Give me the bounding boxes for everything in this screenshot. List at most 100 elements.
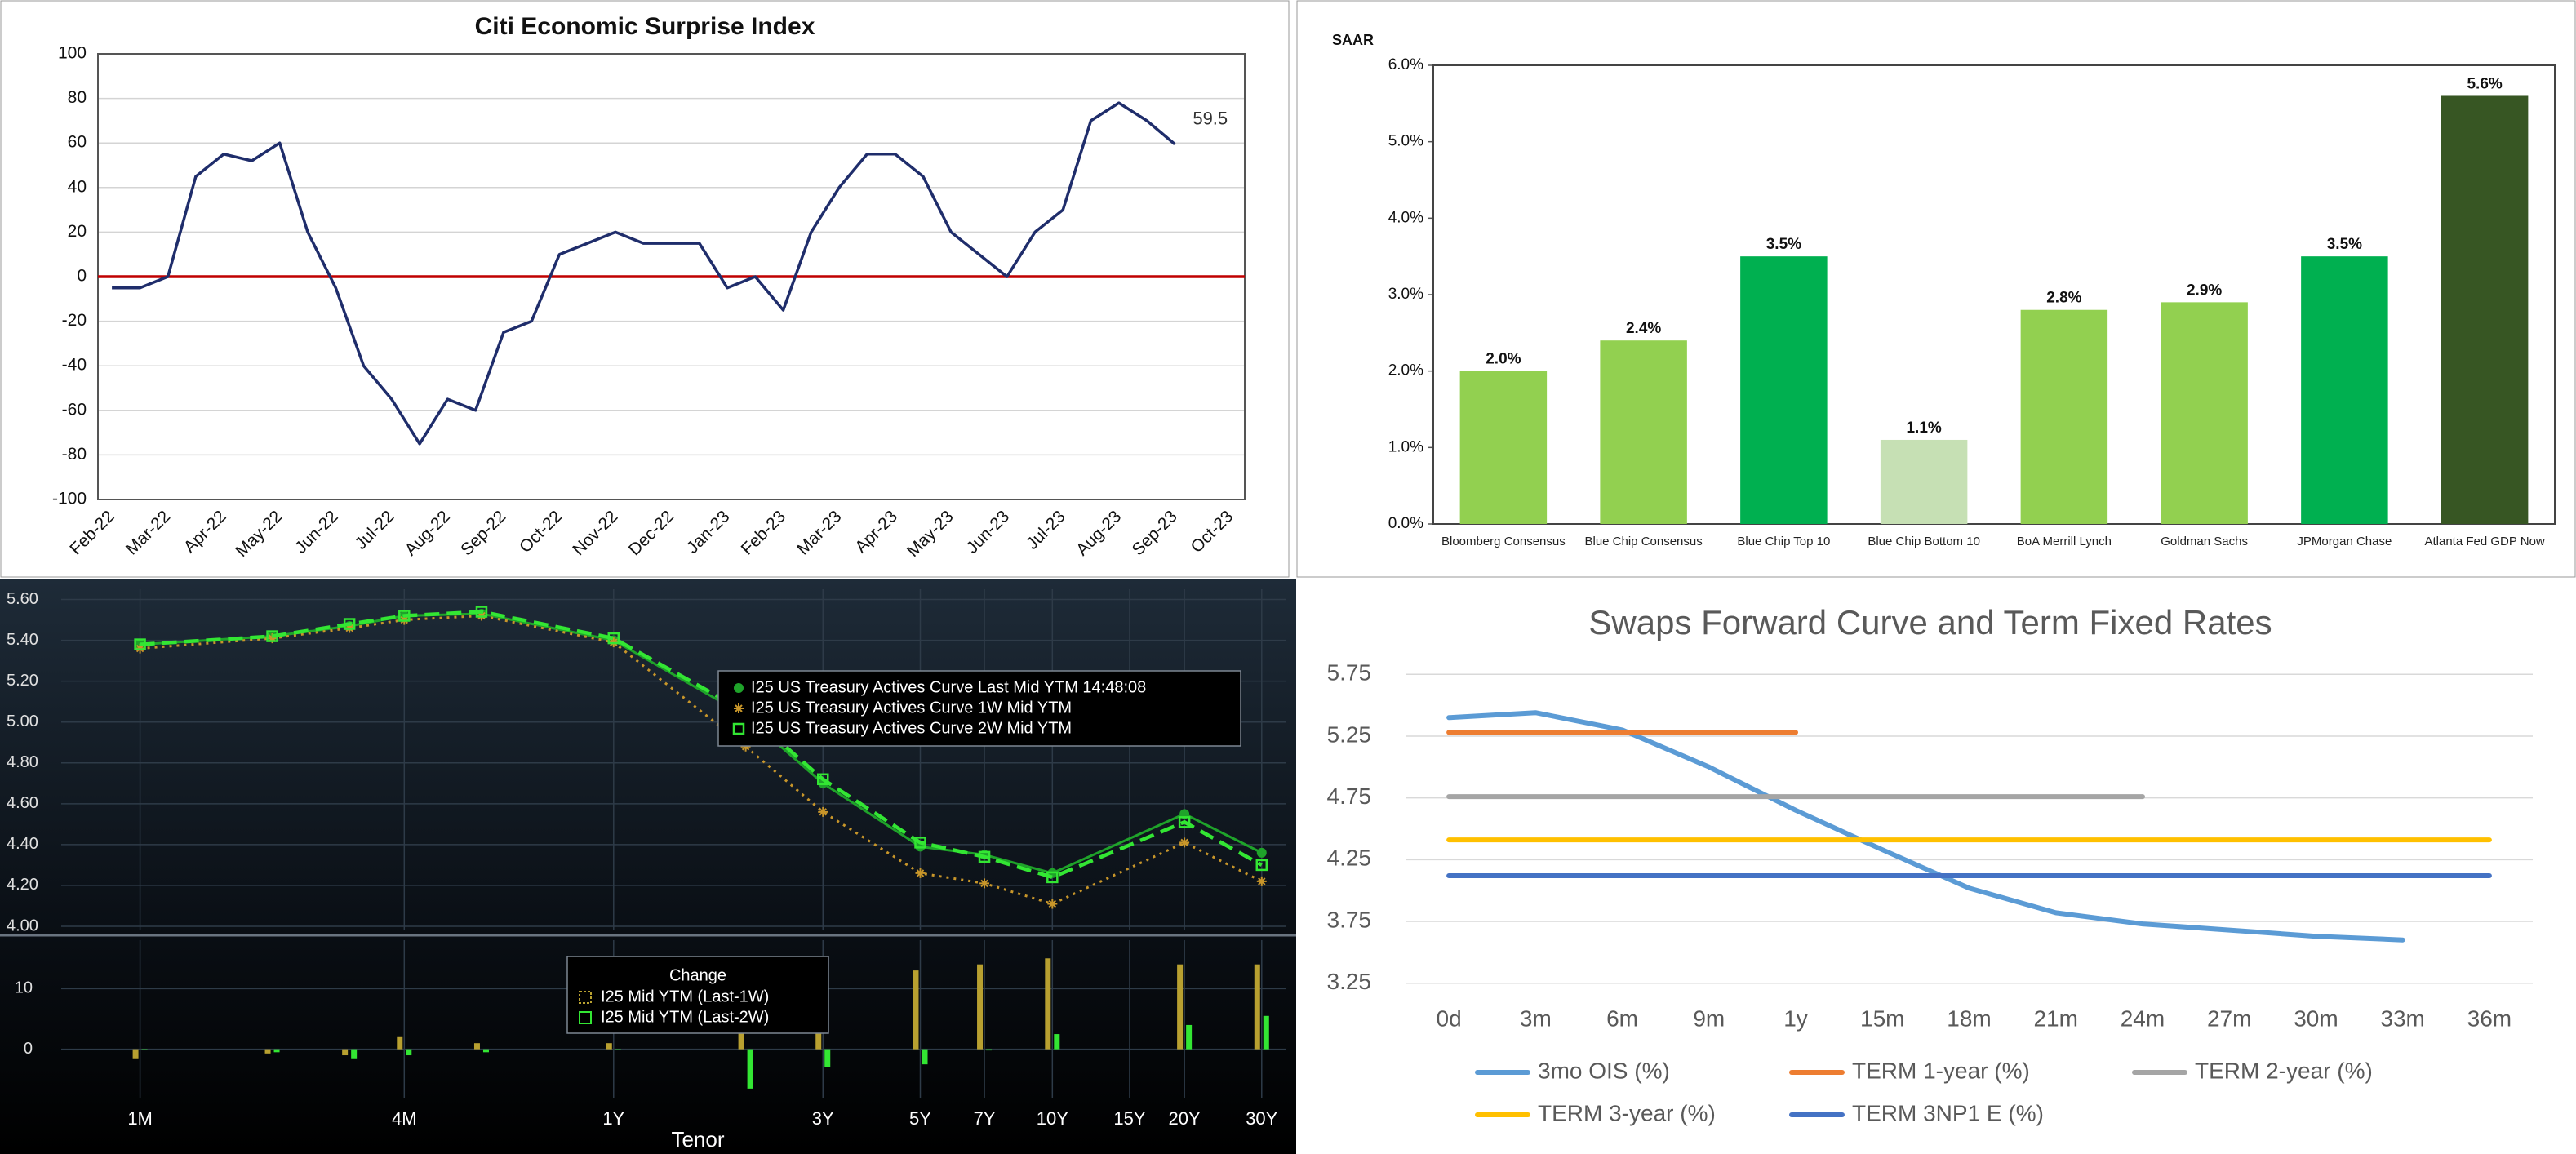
marker — [914, 837, 926, 849]
x-tick-label: BoA Merrill Lynch — [2017, 535, 2112, 548]
x-tick-label: Blue Chip Bottom 10 — [1868, 535, 1980, 548]
y-tick-label: 3.25 — [1327, 969, 1372, 994]
data-label: 2.0% — [1486, 351, 1521, 368]
panel-bg — [1297, 580, 2575, 1153]
bar — [2441, 95, 2529, 524]
y-tick-label: 4.80 — [7, 753, 38, 771]
y-tick-label: 5.75 — [1327, 660, 1372, 686]
marker — [343, 618, 356, 630]
y-tick-label: 60 — [68, 133, 87, 152]
line — [112, 101, 1176, 446]
legend-box — [566, 956, 829, 1034]
bar — [606, 1043, 612, 1050]
marker — [1256, 876, 1267, 886]
x-tick-label: 30m — [2294, 1005, 2338, 1031]
legend-label: I25 Mid YTM (Last-1W) — [601, 988, 769, 1005]
x-tick-label: 4M — [392, 1108, 417, 1129]
legend-marker — [732, 722, 745, 735]
x-tick-label: 30Y — [1246, 1108, 1277, 1129]
marker — [818, 806, 828, 817]
y-tick-label: 10 — [15, 979, 33, 997]
bar — [2020, 309, 2108, 524]
y-tick-label: 5.20 — [7, 672, 38, 690]
data-label: 2.8% — [2046, 290, 2081, 307]
x-tick-label: 24m — [2121, 1005, 2165, 1031]
annotation: 59.5 — [1193, 108, 1228, 128]
bar — [1177, 964, 1184, 1050]
x-tick-label: 6m — [1606, 1005, 1638, 1031]
x-tick-label: 9m — [1693, 1005, 1725, 1031]
y-tick-label: 6.0% — [1388, 56, 1423, 73]
legend-label: I25 Mid YTM (Last-2W) — [601, 1008, 769, 1026]
bar — [1186, 1024, 1193, 1050]
y-tick-label: 5.40 — [7, 631, 38, 649]
y-tick-label: 5.00 — [7, 712, 38, 730]
data-label: 3.5% — [2327, 236, 2362, 253]
y-tick-label: 0 — [77, 267, 87, 286]
y-tick-label: 5.25 — [1327, 721, 1372, 747]
x-tick-label: 15Y — [1113, 1108, 1145, 1129]
bar — [1263, 1015, 1269, 1050]
marker — [1256, 847, 1267, 858]
x-axis-title: Tenor — [671, 1127, 724, 1152]
data-label: 1.1% — [1906, 419, 1941, 437]
bar — [406, 1049, 412, 1056]
y-tick-label: 80 — [68, 88, 87, 107]
bar — [1459, 371, 1548, 524]
marker — [607, 632, 620, 645]
x-tick-label: Atlanta Fed GDP Now — [2424, 535, 2544, 548]
marker — [915, 868, 926, 878]
x-tick-label: 3Y — [812, 1108, 834, 1129]
marker — [979, 878, 990, 889]
y-axis-title: SAAR — [1332, 32, 1374, 48]
legend-label: TERM 2-year (%) — [2195, 1058, 2373, 1083]
bar — [132, 1049, 139, 1059]
bar — [1880, 439, 1968, 524]
bar — [1054, 1034, 1060, 1050]
y-tick-label: 4.25 — [1327, 846, 1372, 871]
marker — [398, 610, 411, 622]
chart-title: Swaps Forward Curve and Term Fixed Rates — [1588, 603, 2272, 641]
x-tick-label: 1M — [127, 1108, 153, 1129]
bar — [2161, 302, 2248, 524]
x-tick-label: 1y — [1783, 1005, 1808, 1031]
legend-marker — [734, 703, 744, 713]
y-tick-label: -20 — [62, 311, 87, 330]
x-tick-label: 27m — [2207, 1005, 2251, 1031]
marker — [1255, 859, 1268, 872]
bar — [397, 1036, 403, 1050]
data-label: 3.5% — [1766, 236, 1801, 253]
y-tick-label: 4.40 — [7, 835, 38, 853]
y-tick-label: 5.0% — [1388, 133, 1423, 150]
bar — [747, 1049, 753, 1089]
x-tick-label: Blue Chip Top 10 — [1737, 535, 1830, 548]
data-label: 5.6% — [2467, 75, 2502, 92]
marker — [1046, 871, 1059, 884]
x-tick-label: 7Y — [974, 1108, 996, 1129]
x-tick-label: Goldman Sachs — [2161, 535, 2248, 548]
y-tick-label: -80 — [62, 445, 87, 464]
line — [1446, 710, 2405, 943]
bar — [913, 970, 919, 1050]
panel-bg — [0, 0, 1290, 578]
marker — [1178, 816, 1191, 828]
bar — [1254, 964, 1260, 1050]
y-tick-label: 4.20 — [7, 876, 38, 894]
x-tick-label: 15m — [1860, 1005, 1904, 1031]
y-tick-label: 4.60 — [7, 794, 38, 812]
y-tick-label: 4.0% — [1388, 209, 1423, 226]
y-tick-label: 0.0% — [1388, 515, 1423, 532]
marker — [1047, 899, 1058, 909]
x-tick-label: 21m — [2033, 1005, 2077, 1031]
bar — [1600, 340, 1687, 524]
bar — [473, 1043, 480, 1050]
x-tick-label: 1Y — [602, 1108, 624, 1129]
bar — [264, 1049, 271, 1054]
x-tick-label: Bloomberg Consensus — [1441, 535, 1566, 548]
bar — [342, 1049, 349, 1056]
marker — [267, 633, 278, 644]
legend-label: I25 US Treasury Actives Curve Last Mid Y… — [751, 678, 1146, 696]
legend-marker — [734, 683, 744, 693]
y-tick-label: 100 — [58, 44, 87, 63]
